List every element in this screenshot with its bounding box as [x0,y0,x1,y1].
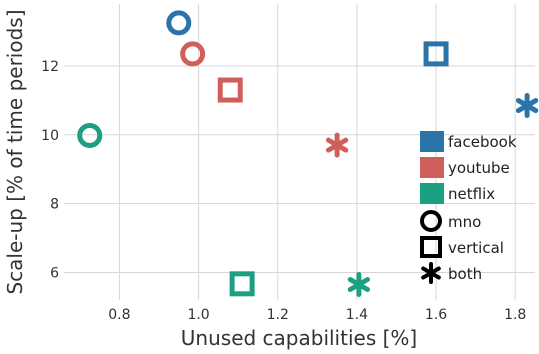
plot-background [64,4,535,300]
data-point-square [229,271,255,297]
legend-label-mno: mno [448,213,481,231]
legend: facebook youtube netflix mno vertical bo… [420,131,517,284]
x-tick-label: 1.0 [187,307,209,323]
legend-marker-square [420,236,442,258]
legend-label-netflix: netflix [448,185,495,203]
data-point-circle [166,10,192,36]
y-tick-label: 8 [50,197,59,213]
legend-swatch-netflix [420,183,444,204]
x-tick-label: 1.2 [267,307,289,323]
data-points [77,10,539,298]
legend-label-youtube: youtube [448,159,510,177]
data-point-asterisk [347,272,371,298]
data-point-square [423,41,449,67]
legend-label-facebook: facebook [448,133,517,151]
legend-label-both: both [448,265,482,283]
y-axis-label: Scale-up [% of time periods] [3,9,27,294]
legend-marker-asterisk [421,262,441,284]
x-axis-label: Unused capabilities [%] [181,326,417,350]
legend-marker-circle [420,210,442,232]
x-tick-labels: 0.8 1.0 1.2 1.4 1.6 1.8 [108,307,526,323]
y-tick-label: 10 [41,128,59,144]
data-point-circle [77,122,103,148]
legend-swatch-youtube [420,157,444,178]
x-tick-label: 1.4 [346,307,368,323]
x-tick-label: 0.8 [108,307,130,323]
x-tick-label: 1.8 [504,307,526,323]
legend-label-vertical: vertical [448,239,504,257]
y-tick-label: 12 [41,59,59,75]
data-point-square [217,77,243,103]
data-point-asterisk [325,132,349,158]
data-point-circle [180,41,206,67]
y-tick-label: 6 [50,265,59,281]
data-point-asterisk [515,93,539,119]
grid-lines [64,4,535,300]
x-tick-label: 1.6 [425,307,447,323]
legend-swatch-facebook [420,131,444,152]
y-tick-labels: 6 8 10 12 [41,59,59,282]
